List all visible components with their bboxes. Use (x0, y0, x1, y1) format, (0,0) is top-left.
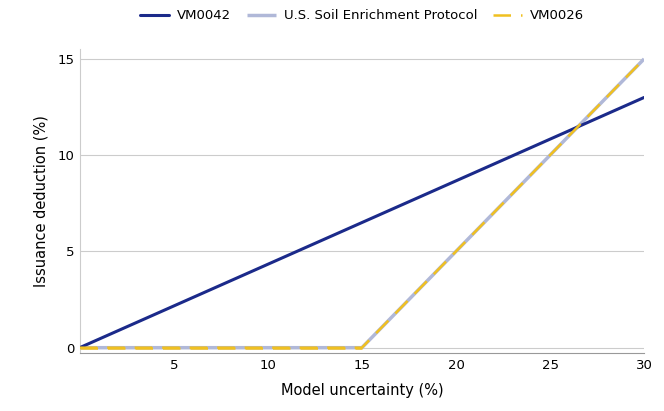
VM0026 (133, 345, 141, 350)
U.S. Soil Enrichment Protocol (76, 345, 84, 350)
Legend: VM0042, U.S. Soil Enrichment Protocol, VM0026: VM0042, U.S. Soil Enrichment Protocol, V… (135, 4, 589, 28)
U.S. Soil Enrichment Protocol (133, 345, 141, 350)
Line: U.S. Soil Enrichment Protocol: U.S. Soil Enrichment Protocol (80, 59, 644, 348)
Y-axis label: Issuance deduction (%): Issuance deduction (%) (34, 115, 48, 287)
VM0026 (304, 345, 312, 350)
U.S. Soil Enrichment Protocol (516, 184, 524, 189)
VM0042 (304, 244, 312, 249)
VM0042 (76, 345, 84, 350)
U.S. Soil Enrichment Protocol (640, 56, 648, 61)
VM0026 (640, 56, 648, 61)
VM0042 (463, 173, 471, 178)
VM0026 (463, 238, 471, 242)
VM0042 (640, 95, 648, 100)
VM0042 (133, 320, 141, 325)
Line: VM0042: VM0042 (80, 97, 644, 348)
VM0042 (526, 145, 534, 150)
VM0026 (76, 345, 84, 350)
VM0042 (324, 235, 332, 240)
Line: VM0026: VM0026 (80, 59, 644, 348)
U.S. Soil Enrichment Protocol (463, 238, 471, 242)
VM0026 (516, 184, 524, 189)
VM0042 (516, 150, 524, 155)
X-axis label: Model uncertainty (%): Model uncertainty (%) (281, 383, 443, 398)
VM0026 (526, 173, 534, 178)
U.S. Soil Enrichment Protocol (304, 345, 312, 350)
U.S. Soil Enrichment Protocol (526, 173, 534, 178)
VM0026 (324, 345, 332, 350)
U.S. Soil Enrichment Protocol (324, 345, 332, 350)
